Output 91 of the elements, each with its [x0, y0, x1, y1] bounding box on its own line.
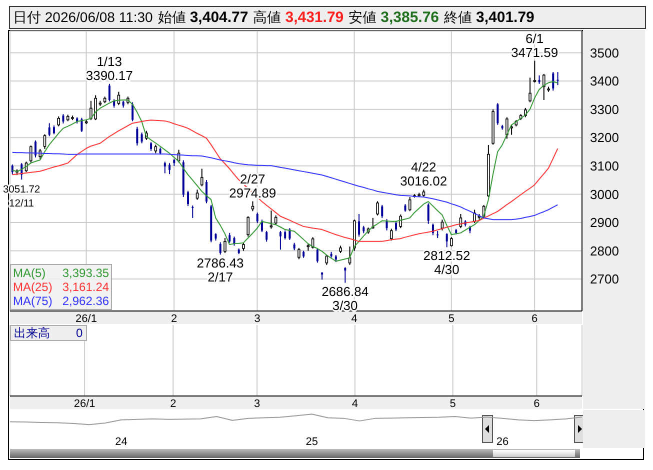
category-label: 6 — [534, 398, 540, 410]
candlestick — [381, 204, 384, 218]
candlestick — [228, 232, 231, 244]
candlestick — [256, 212, 258, 224]
candlestick — [29, 145, 32, 164]
candlestick — [251, 200, 254, 212]
candlestick — [395, 220, 397, 232]
candlestick — [510, 124, 513, 136]
candlestick — [376, 200, 379, 216]
y-tick-label: 3200 — [590, 130, 619, 146]
candlestick — [316, 248, 318, 264]
x-tick-label: 26/1 — [76, 313, 97, 325]
x-tick-label: 24 — [115, 436, 128, 448]
x-tick-label: 2 — [171, 313, 178, 325]
candlestick — [432, 223, 434, 236]
text: MA(5) — [13, 266, 46, 280]
category-label: 3 — [254, 398, 260, 410]
candlestick — [358, 213, 360, 238]
candlestick — [206, 180, 208, 204]
candlestick — [192, 205, 194, 218]
chart-subtitle: 始値 3,404.77 高値 3,431.79 安値 3,385.76 終値 3,401.79 — [158, 9, 534, 26]
category-label: 4 — [352, 398, 358, 410]
candlestick — [528, 77, 532, 103]
y-tick-label: 2900 — [590, 215, 619, 230]
y-tick-label: 3100 — [590, 158, 619, 174]
candlestick — [270, 210, 273, 230]
y-tick-label: 3400 — [590, 74, 619, 89]
candlestick — [552, 72, 554, 92]
candlestick — [496, 102, 499, 126]
candlestick — [399, 214, 402, 229]
annotation: 2,962.36 — [62, 294, 110, 308]
annotation: 4/22 3016.02 — [400, 160, 448, 189]
candlestick — [506, 116, 508, 140]
candlestick — [279, 230, 282, 250]
candlestick — [57, 116, 60, 127]
annotation: 1/13 3390.17 — [86, 54, 133, 83]
text: MA(75) — [13, 294, 52, 308]
category-label: 5 — [450, 398, 456, 410]
annotation: 3,161.24 — [62, 280, 110, 294]
candlestick — [11, 164, 14, 175]
y-tick-label: 3000 — [590, 186, 619, 202]
candlestick — [390, 228, 393, 242]
x-tick-label: 25 — [306, 436, 318, 448]
candlestick — [298, 247, 300, 260]
candlestick — [200, 168, 204, 187]
candlestick — [132, 102, 134, 122]
y-tick-label: 3500 — [590, 45, 619, 60]
y-tick-label: 3300 — [590, 102, 619, 117]
candlestick — [266, 230, 268, 242]
candlestick — [446, 232, 448, 248]
candlestick — [80, 117, 83, 132]
candlestick — [219, 242, 222, 256]
text: MA(25) — [13, 280, 52, 294]
candlestick — [542, 73, 546, 101]
candlestick — [187, 190, 190, 207]
category-label: 2 — [170, 398, 176, 410]
candlestick — [168, 162, 171, 175]
y-tick-label: 2800 — [590, 243, 619, 258]
x-tick-label: 4 — [351, 313, 358, 325]
candlestick — [533, 60, 536, 83]
chart-title: 日付 2026/06/08 11:30 — [13, 9, 153, 25]
candlestick — [136, 126, 138, 146]
annotation: 2812.52 4/30 — [423, 248, 470, 278]
candlestick — [48, 122, 50, 137]
candlestick — [246, 216, 250, 238]
candlestick — [196, 189, 199, 200]
candlestick — [43, 134, 46, 150]
candlestick — [140, 132, 143, 144]
candlestick — [34, 140, 36, 158]
candlestick — [408, 196, 412, 212]
x-tick-label: 3 — [254, 313, 260, 325]
annotation: 6/1 3471.59 — [511, 30, 558, 60]
candlestick — [164, 161, 166, 174]
x-tick-label: 26 — [496, 436, 509, 448]
annotation: 2786.43 2/17 — [196, 256, 244, 285]
candlestick — [284, 230, 286, 240]
candlestick — [427, 202, 430, 224]
x-tick-label: 6 — [532, 313, 538, 325]
candlestick — [62, 114, 64, 124]
candlestick — [556, 72, 559, 86]
annotation: 3,393.35 — [62, 266, 110, 280]
candlestick — [450, 236, 453, 248]
category-label: 26/1 — [74, 398, 96, 410]
annotation: 2686.84 3/30 — [322, 284, 369, 313]
candlestick — [344, 266, 346, 284]
x-tick-label: 5 — [448, 313, 454, 325]
text: 出来高 0 — [14, 326, 83, 340]
y-tick-label: 2700 — [590, 272, 619, 287]
candlestick — [224, 238, 226, 254]
candlestick — [274, 214, 278, 226]
candlestick — [108, 83, 110, 102]
